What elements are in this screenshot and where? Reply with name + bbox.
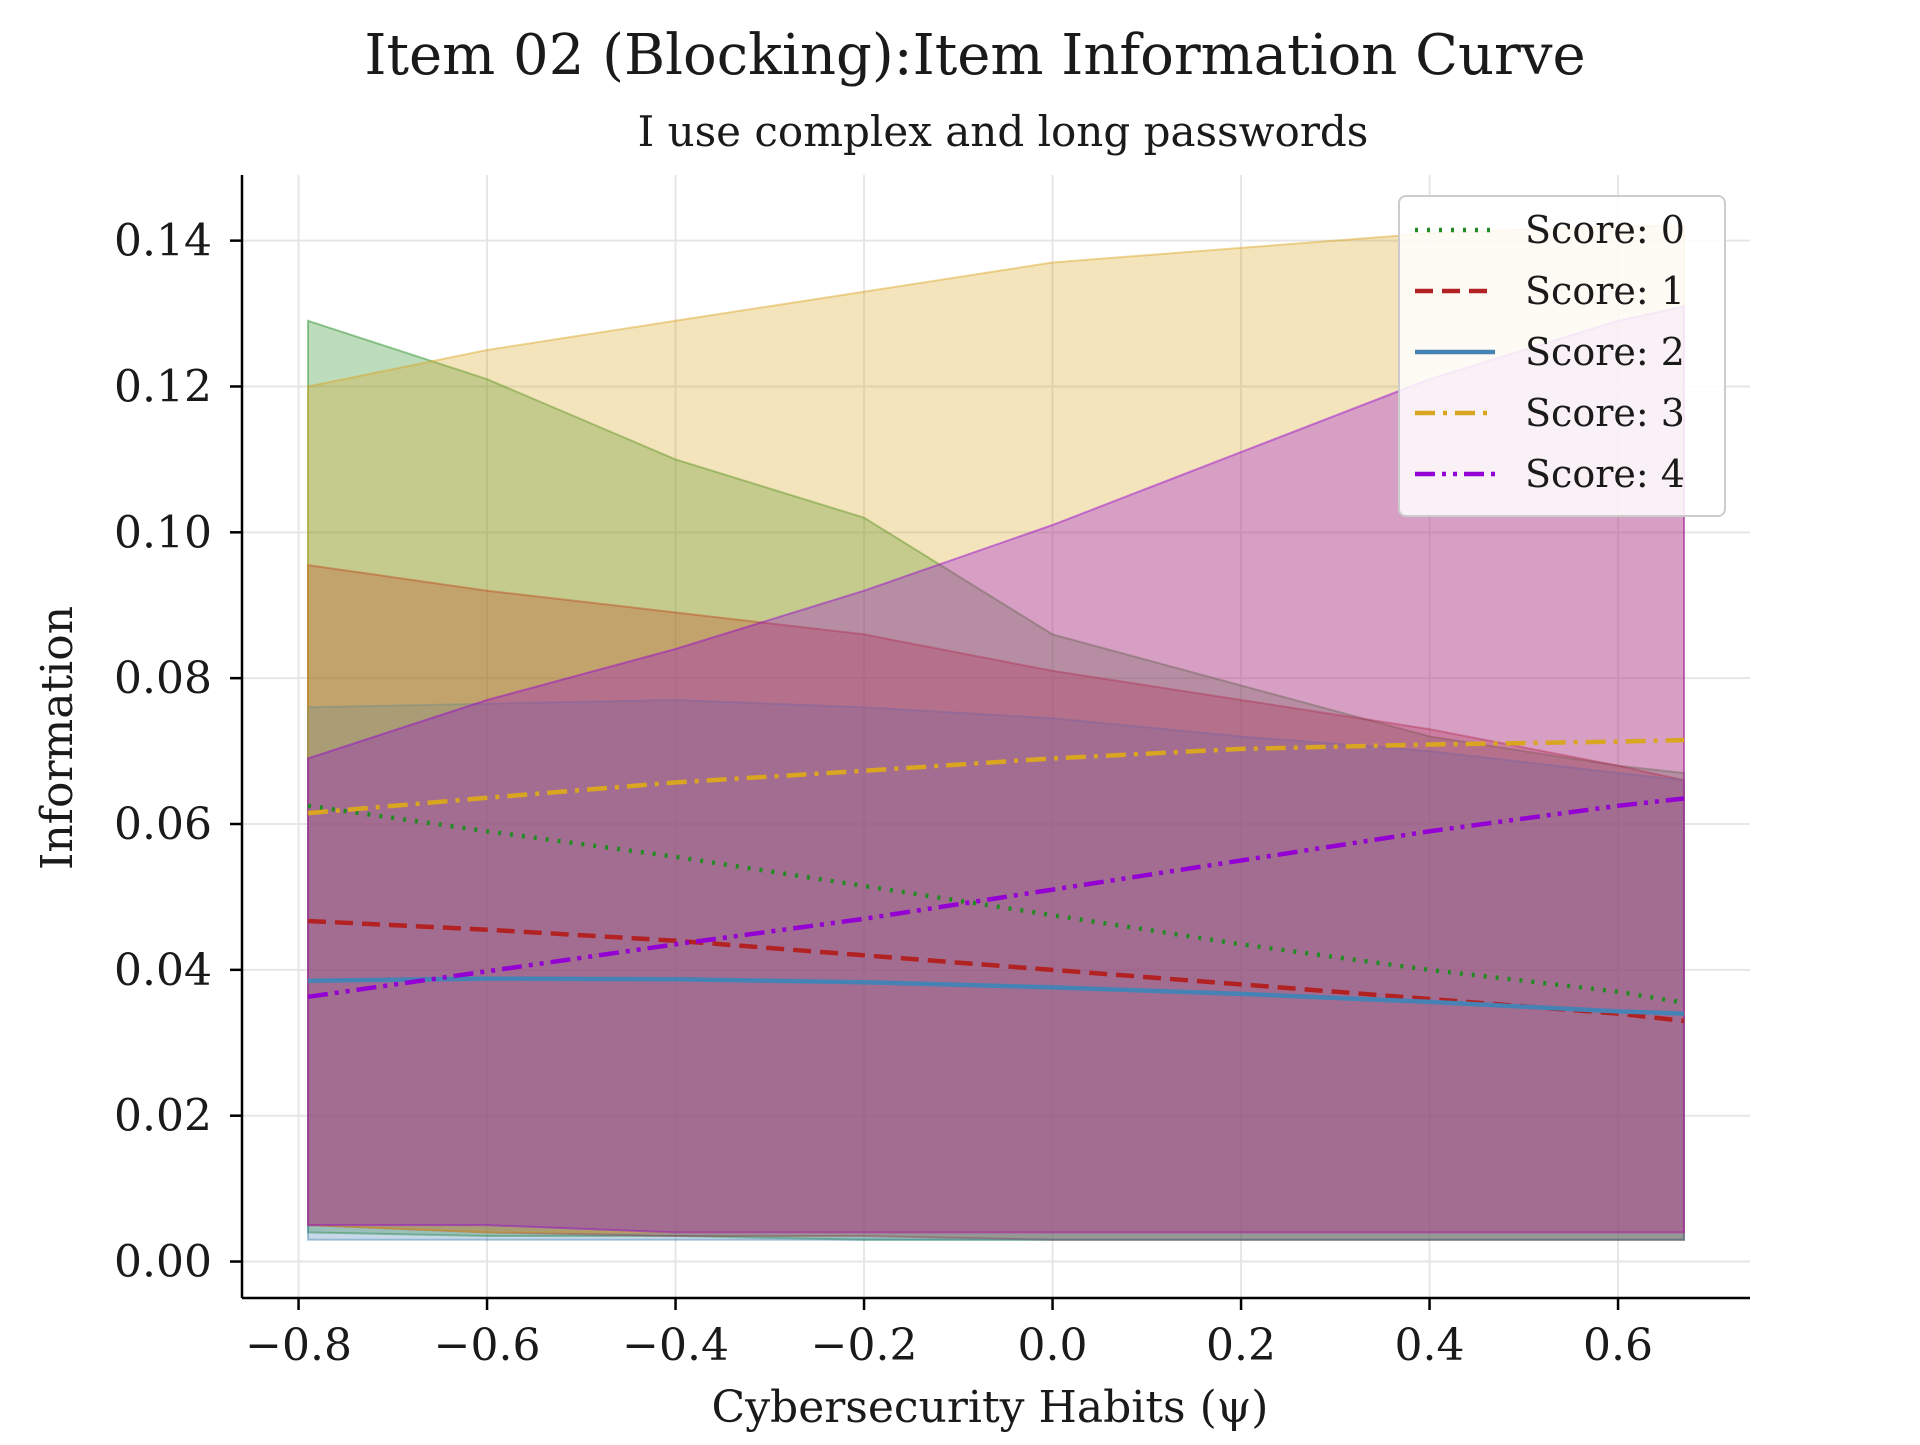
line-score-2 [307,976,1685,1016]
y-tick-label: 0.14 [114,216,212,267]
chart-title: Item 02 (Blocking):Item Information Curv… [364,23,1585,88]
x-tick-label: −0.8 [245,1320,352,1371]
x-tick-label: −0.6 [434,1320,541,1371]
band-score-1 [307,563,1685,1241]
x-axis-label: Cybersecurity Habits (ψ) [712,1382,1269,1433]
legend-box [1398,195,1726,517]
legend: Score: 0 Score: 1 Score: 2 Score: 3 Score: 4 [1398,195,1726,517]
band-score-0 [307,319,1685,1241]
legend-label: Score: 2 [1525,330,1685,374]
axes [240,175,1750,1300]
x-tick-label: 0.4 [1395,1320,1465,1371]
y-tick-label: 0.12 [114,361,212,412]
y-tick-label: 0.00 [114,1237,212,1288]
chart-subtitle: I use complex and long passwords [638,107,1369,156]
legend-label: Score: 0 [1525,208,1685,252]
y-tick-label: 0.04 [114,945,212,996]
band-score-2 [307,698,1685,1241]
line-score-3 [307,737,1685,816]
y-tick-label: 0.10 [114,507,212,558]
tick-labels: −0.8 −0.6 −0.4 −0.2 0.0 0.2 0.4 0.6 0.00 0.02 0.04… [114,216,1653,1371]
x-tick-label: −0.4 [622,1320,729,1371]
x-tick-label: −0.2 [811,1320,918,1371]
y-tick-label: 0.08 [114,653,212,704]
x-tick-label: 0.2 [1206,1320,1276,1371]
x-tick-label: 0.6 [1583,1320,1653,1371]
y-axis-label: Information [32,606,83,870]
y-tick-label: 0.06 [114,799,212,850]
legend-label: Score: 4 [1525,452,1685,496]
legend-label: Score: 3 [1525,391,1685,435]
legend-label: Score: 1 [1525,269,1685,313]
line-score-4 [307,796,1685,1000]
x-tick-label: 0.0 [1018,1320,1088,1371]
series-lines [307,737,1685,1024]
y-tick-label: 0.02 [114,1091,212,1142]
band-score-4 [307,305,1685,1234]
